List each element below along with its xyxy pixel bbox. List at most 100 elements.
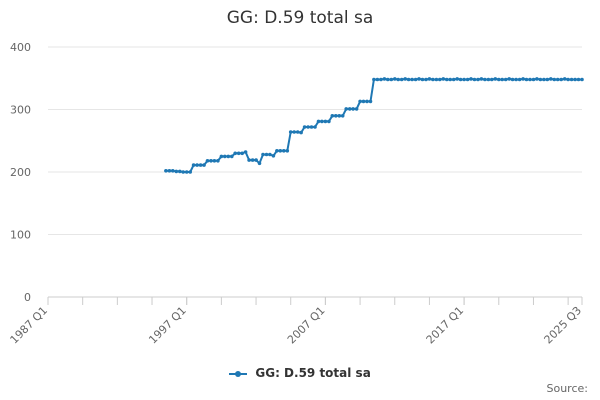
data-point (282, 149, 286, 153)
data-point (472, 77, 477, 82)
data-point (427, 77, 432, 81)
data-point (406, 77, 411, 82)
data-point (379, 77, 383, 82)
data-point (354, 107, 359, 111)
data-point (351, 107, 355, 111)
data-point (198, 163, 203, 167)
data-point (243, 150, 248, 154)
x-tick-label: 2025 Q3 (542, 304, 585, 347)
data-point (184, 170, 189, 174)
data-point (510, 77, 515, 82)
data-point (275, 149, 279, 153)
data-point (524, 77, 529, 82)
data-point (306, 125, 310, 129)
data-point (216, 159, 220, 163)
data-point (223, 154, 227, 159)
data-point (562, 77, 567, 81)
legend-label: GG: D.59 total sa (255, 366, 371, 380)
data-point (507, 77, 512, 81)
data-point (389, 77, 394, 82)
x-tick-label: 1997 Q1 (146, 304, 189, 347)
data-point (236, 151, 241, 156)
data-point (424, 77, 428, 82)
data-point (292, 130, 297, 134)
data-point (226, 154, 231, 159)
data-point (268, 152, 272, 157)
data-point (573, 77, 577, 82)
data-point (254, 158, 258, 162)
data-point (330, 114, 335, 118)
data-point (396, 77, 401, 82)
data-point (299, 130, 303, 135)
data-point (479, 77, 484, 81)
data-point (469, 77, 473, 81)
data-point (261, 152, 265, 157)
data-point (576, 77, 581, 82)
data-point (320, 119, 324, 124)
y-tick-label: 0 (24, 291, 31, 304)
x-tick-label: 2007 Q1 (285, 304, 328, 347)
data-point (500, 77, 505, 82)
data-point (295, 130, 300, 134)
y-tick-label: 400 (10, 41, 31, 54)
data-point (334, 114, 338, 118)
data-point (344, 107, 349, 111)
data-point (212, 159, 217, 163)
data-point (372, 77, 376, 82)
data-point (358, 99, 362, 104)
data-point (271, 154, 276, 158)
data-point (313, 125, 317, 129)
data-point (465, 77, 470, 82)
data-point (386, 77, 390, 82)
data-point (233, 151, 237, 156)
legend-line-marker-icon (229, 370, 248, 377)
data-point (288, 130, 293, 134)
data-point (347, 107, 352, 111)
data-point (483, 77, 487, 82)
data-point (285, 149, 290, 153)
grid-lines (48, 46, 582, 235)
legend[interactable]: GG: D.59 total sa (0, 366, 600, 380)
data-point (240, 151, 244, 156)
chart-title: GG: D.59 total sa (226, 8, 374, 28)
data-point (514, 77, 518, 82)
data-point (486, 77, 491, 82)
data-point (434, 77, 439, 82)
data-point (531, 77, 536, 82)
data-point (580, 77, 584, 82)
data-point (264, 152, 269, 157)
data-point (181, 170, 185, 174)
data-point (174, 169, 179, 174)
data-point (413, 77, 418, 82)
data-point (323, 119, 328, 124)
data-point (549, 77, 553, 81)
data-point (420, 77, 425, 82)
data-point (167, 169, 172, 173)
data-point (382, 77, 387, 81)
data-point (316, 119, 321, 124)
data-point (230, 154, 234, 159)
y-tick-label: 300 (10, 104, 31, 117)
data-point (545, 77, 550, 82)
data-point (202, 163, 206, 167)
y-tick-label: 100 (10, 229, 31, 242)
data-point (431, 77, 435, 82)
data-point (399, 77, 404, 82)
data-point (458, 77, 463, 82)
data-point (497, 77, 501, 82)
data-point (490, 77, 494, 82)
data-point (195, 163, 199, 167)
data-point (164, 169, 168, 173)
data-point (555, 77, 560, 82)
data-point (302, 125, 307, 129)
data-point (542, 77, 546, 82)
data-point (178, 169, 182, 174)
data-point (476, 77, 480, 82)
data-point (521, 77, 525, 81)
data-point (209, 159, 213, 163)
data-point (327, 119, 331, 124)
data-point (455, 77, 460, 81)
data-point (337, 114, 342, 118)
data-point (368, 99, 373, 104)
